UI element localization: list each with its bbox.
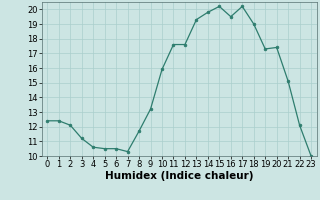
X-axis label: Humidex (Indice chaleur): Humidex (Indice chaleur) [105, 171, 253, 181]
